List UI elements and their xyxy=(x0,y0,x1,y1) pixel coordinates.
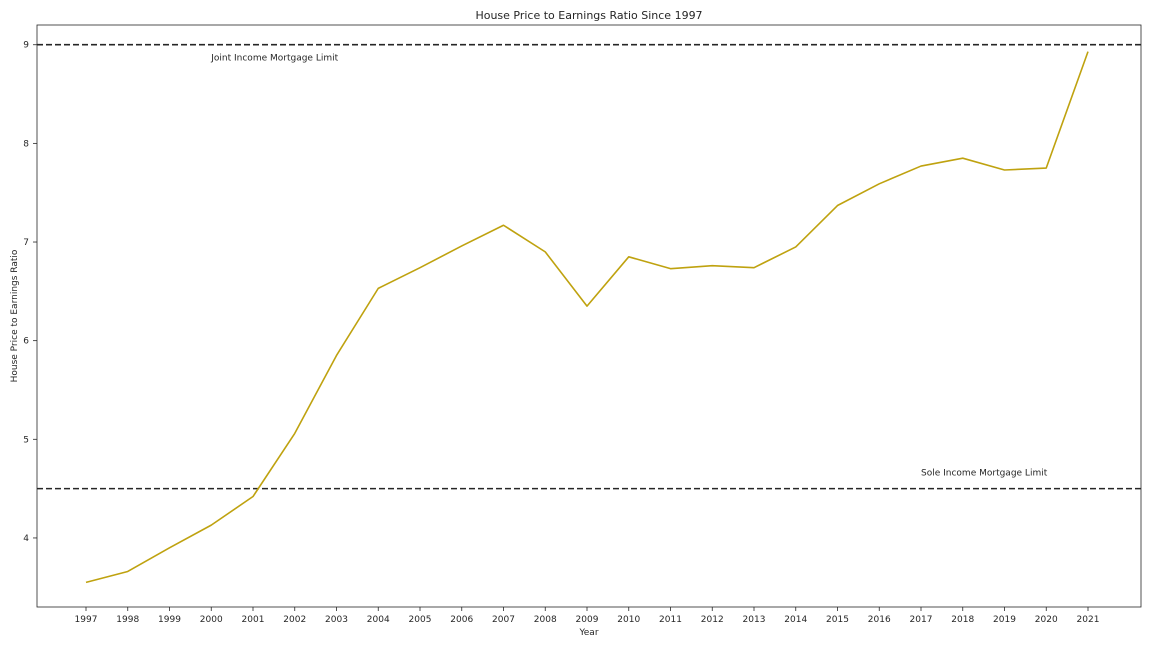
x-tick-label: 2008 xyxy=(534,615,557,625)
y-axis-ticks: 4 5 6 7 8 9 xyxy=(23,41,37,544)
x-tick-label: 2013 xyxy=(743,615,766,625)
x-tick-label: 2012 xyxy=(701,615,724,625)
reference-line-label: Sole Income Mortgage Limit xyxy=(921,469,1048,479)
x-tick-label: 2021 xyxy=(1077,615,1100,625)
x-tick-label: 2000 xyxy=(200,615,223,625)
y-tick-label: 7 xyxy=(23,238,29,248)
y-tick-label: 5 xyxy=(23,435,29,445)
x-tick-label: 2016 xyxy=(868,615,891,625)
x-tick-label: 2001 xyxy=(242,615,265,625)
y-tick-label: 9 xyxy=(23,41,29,51)
x-axis-ticks: 1997 1998 1999 2000 2001 2002 2003 2004 2005 2006… xyxy=(75,607,1100,625)
y-tick-label: 6 xyxy=(23,337,29,347)
x-tick-label: 2018 xyxy=(951,615,974,625)
reference-line-label: Joint Income Mortgage Limit xyxy=(210,54,338,64)
x-tick-label: 2015 xyxy=(826,615,849,625)
x-tick-label: 2002 xyxy=(283,615,306,625)
x-tick-label: 1999 xyxy=(158,615,181,625)
series-group xyxy=(85,51,1089,584)
x-tick-label: 2014 xyxy=(784,615,807,625)
x-tick-label: 2006 xyxy=(450,615,473,625)
x-tick-label: 2017 xyxy=(910,615,933,625)
x-tick-label: 2011 xyxy=(659,615,682,625)
y-tick-label: 4 xyxy=(23,534,29,544)
reference-lines: Joint Income Mortgage Limit Sole Income M… xyxy=(37,43,1141,490)
x-tick-label: 2004 xyxy=(367,615,390,625)
x-tick-label: 1997 xyxy=(75,615,98,625)
chart-title: House Price to Earnings Ratio Since 1997 xyxy=(475,9,702,22)
x-tick-label: 2010 xyxy=(617,615,640,625)
y-axis-label: House Price to Earnings Ratio xyxy=(10,249,20,382)
x-axis-label: Year xyxy=(578,628,598,638)
x-tick-label: 1998 xyxy=(116,615,139,625)
x-tick-label: 2005 xyxy=(409,615,432,625)
x-tick-label: 2009 xyxy=(576,615,599,625)
x-tick-label: 2007 xyxy=(492,615,515,625)
y-tick-label: 8 xyxy=(23,139,29,149)
x-tick-label: 2019 xyxy=(993,615,1016,625)
x-tick-label: 2020 xyxy=(1035,615,1058,625)
plot-area xyxy=(36,24,1142,608)
x-tick-label: 2003 xyxy=(325,615,348,625)
